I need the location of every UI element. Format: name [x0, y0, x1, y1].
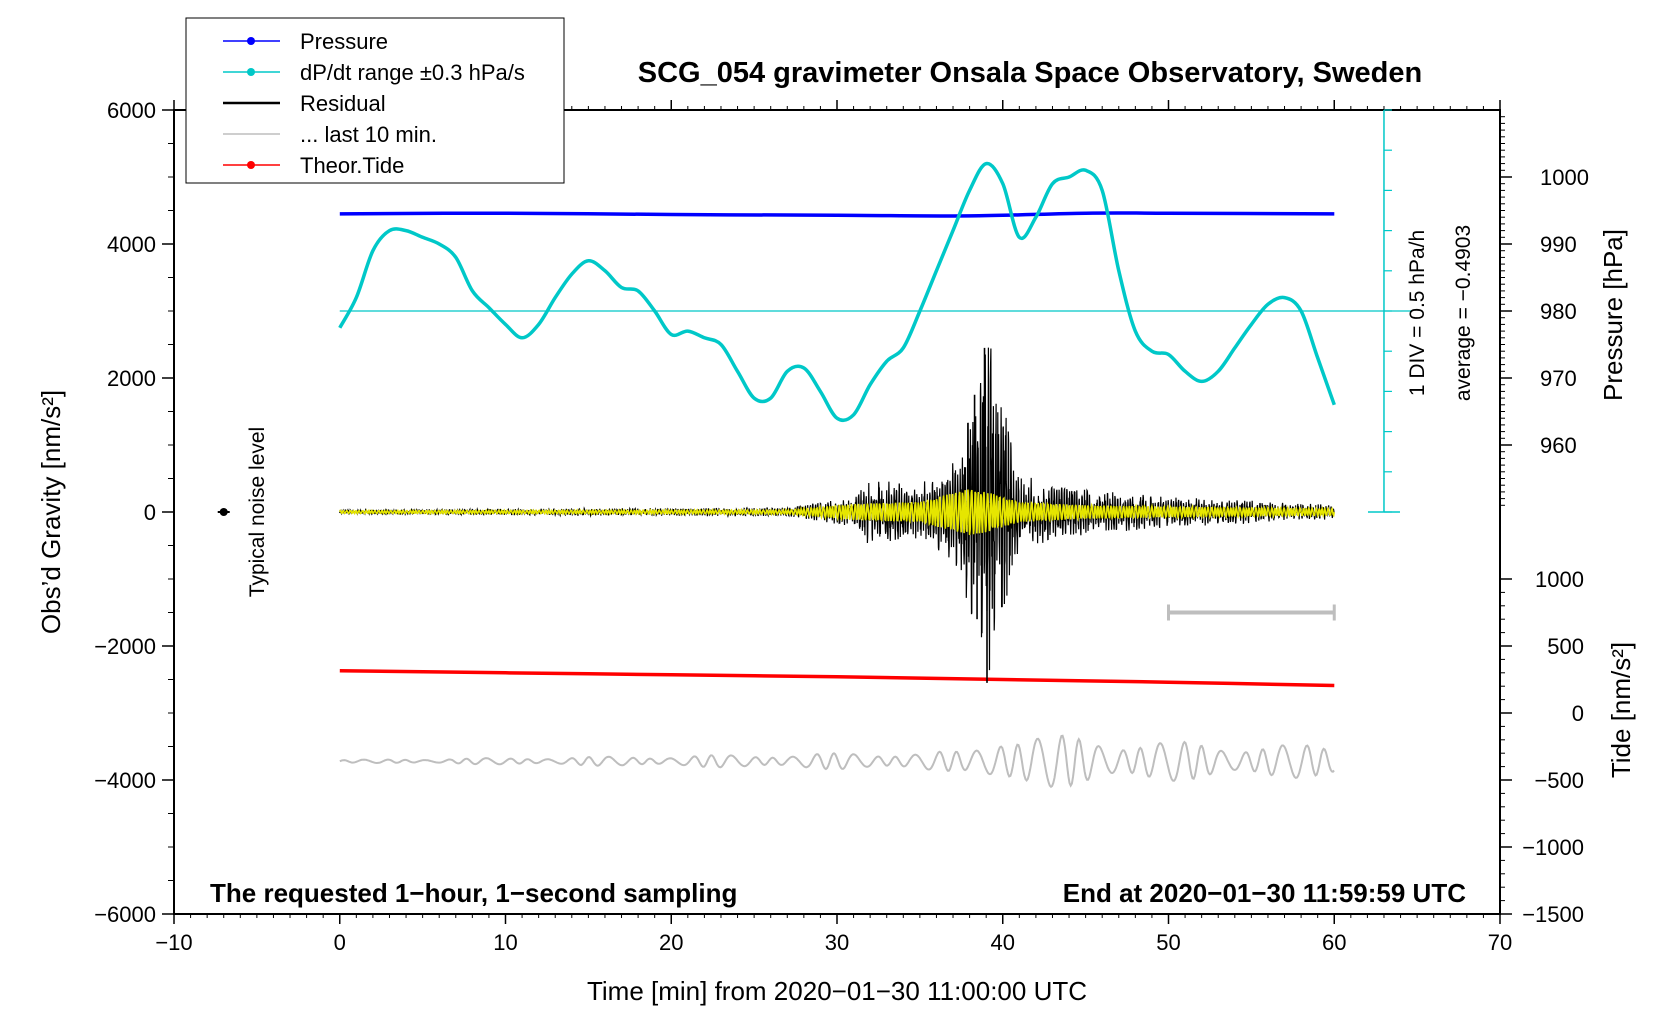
dpdt-scale-average: average = −0.4903	[1452, 225, 1475, 401]
residual-filtered-line	[339, 489, 1335, 536]
y-tick-label: 2000	[107, 366, 156, 391]
pressure-tick-label: 970	[1540, 366, 1577, 391]
x-tick-label: 70	[1488, 930, 1512, 955]
pressure-tick-label: 1000	[1540, 165, 1589, 190]
residual-line	[339, 347, 1335, 671]
dpdt-scale-division: 1 DIV = 0.5 hPa/h	[1406, 230, 1429, 396]
tide-tick-label: 0	[1572, 701, 1584, 726]
y-tick-label: 0	[144, 500, 156, 525]
x-tick-label: 30	[825, 930, 849, 955]
legend-label: dP/dt range ±0.3 hPa/s	[300, 60, 525, 85]
x-tick-label: 0	[334, 930, 346, 955]
pressure-tick-label: 960	[1540, 433, 1577, 458]
tide-tick-label: 1000	[1535, 567, 1584, 592]
y-axis-pressure: 1000 990 980 970 960	[1499, 110, 1589, 512]
noise-marker	[219, 508, 228, 516]
x-axis: −10 0 10 20 30 40 50 60 70	[155, 100, 1512, 955]
chart-title: SCG_054 gravimeter Onsala Space Observat…	[638, 57, 1422, 89]
x-axis-title: Time [min] from 2020−01−30 11:00:00 UTC	[587, 976, 1087, 1006]
pressure-tick-label: 990	[1540, 232, 1577, 257]
y-axis-title-pressure: Pressure [hPa]	[1598, 229, 1628, 401]
legend-label: Pressure	[300, 29, 388, 54]
legend-box	[185, 17, 565, 184]
x-tick-label: 50	[1156, 930, 1180, 955]
dpdt-scale	[1367, 109, 1400, 513]
dpdt-line	[338, 161, 1336, 423]
annotation-end-time: End at 2020−01−30 11:59:59 UTC	[1063, 878, 1466, 908]
tide-tick-label: −500	[1534, 768, 1584, 793]
y-axis-title-tide: Tide [nm/s²]	[1606, 642, 1636, 778]
y-tick-label: 4000	[107, 232, 156, 257]
legend-marker	[247, 161, 255, 169]
x-tick-label: 20	[659, 930, 683, 955]
legend-marker	[247, 68, 255, 76]
y-axis-left: 6000 4000 2000 0 −2000 −4000 −6000	[94, 98, 174, 927]
y-axis-tide: 1000 500 0 −500 −1000 −1500	[1500, 567, 1584, 927]
y-tick-label: −4000	[94, 768, 156, 793]
legend-label: Theor.Tide	[300, 153, 404, 178]
noise-label: Typical noise level	[246, 427, 269, 597]
y-axis-title-left: Obs’d Gravity [nm/s²]	[36, 390, 66, 634]
x-tick-label: 10	[493, 930, 517, 955]
x-tick-label: 60	[1322, 930, 1346, 955]
legend-label: Residual	[300, 91, 386, 116]
tide-tick-label: −1000	[1522, 835, 1584, 860]
legend: Pressure dP/dt range ±0.3 hPa/s Residual..…	[185, 17, 565, 184]
tide-line	[339, 669, 1335, 688]
pressure-line	[339, 211, 1335, 218]
annotation-sampling: The requested 1−hour, 1−second sampling	[210, 878, 737, 908]
y-tick-label: −2000	[94, 634, 156, 659]
legend-marker	[247, 37, 255, 45]
legend-label: ... last 10 min.	[300, 122, 437, 147]
y-tick-label: −6000	[94, 902, 156, 927]
tide-tick-label: −1500	[1522, 902, 1584, 927]
series-layer	[217, 161, 1412, 789]
legend-entries: Pressure dP/dt range ±0.3 hPa/s Residual..…	[223, 29, 525, 178]
pressure-tick-label: 980	[1540, 299, 1577, 324]
x-tick-label: 40	[991, 930, 1015, 955]
y-tick-label: 6000	[107, 98, 156, 123]
last10-line	[339, 734, 1335, 789]
tide-tick-label: 500	[1547, 634, 1584, 659]
x-tick-label: −10	[155, 930, 192, 955]
